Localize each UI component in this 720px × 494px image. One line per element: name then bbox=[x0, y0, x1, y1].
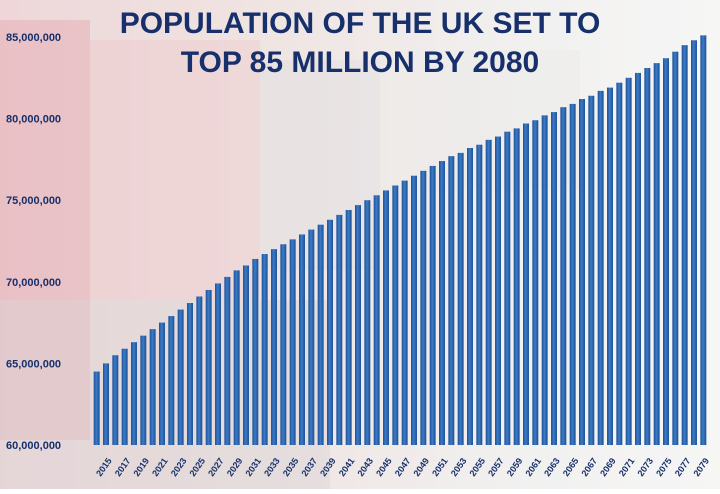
bar-2039 bbox=[317, 224, 324, 445]
bar-2040 bbox=[327, 219, 333, 445]
bar-2079 bbox=[691, 40, 697, 445]
bar-2032 bbox=[252, 258, 259, 445]
bar-2074 bbox=[644, 68, 651, 445]
bar-2045 bbox=[373, 195, 380, 445]
bar-2038 bbox=[308, 229, 315, 445]
bar-2030 bbox=[233, 270, 240, 445]
bar-2059 bbox=[504, 131, 511, 445]
bar-2034 bbox=[271, 249, 277, 445]
bar-2020 bbox=[140, 335, 147, 445]
bar-2078 bbox=[681, 45, 688, 445]
y-tick-label: 75,000,000 bbox=[6, 195, 61, 207]
bar-2051 bbox=[429, 165, 436, 445]
bar-2026 bbox=[196, 296, 203, 445]
bar-2048 bbox=[401, 180, 408, 445]
bar-2052 bbox=[439, 161, 445, 445]
bar-2061 bbox=[523, 123, 529, 445]
bar-2064 bbox=[551, 112, 557, 445]
bar-2029 bbox=[224, 276, 231, 445]
bar-2073 bbox=[635, 72, 641, 446]
y-tick-label: 85,000,000 bbox=[6, 32, 61, 44]
bar-2041 bbox=[336, 214, 343, 445]
bar-2080 bbox=[700, 35, 707, 446]
bar-2022 bbox=[159, 322, 165, 445]
bar-2060 bbox=[513, 128, 520, 445]
bar-2015 bbox=[93, 371, 100, 445]
bar-2042 bbox=[345, 209, 352, 445]
bar-2055 bbox=[467, 147, 473, 446]
bar-2056 bbox=[476, 144, 483, 445]
bar-2070 bbox=[607, 87, 613, 445]
bar-2054 bbox=[457, 152, 464, 445]
bar-2021 bbox=[149, 329, 156, 445]
bar-2053 bbox=[448, 156, 455, 445]
bar-2033 bbox=[261, 254, 268, 445]
bar-2071 bbox=[616, 82, 623, 445]
bar-2076 bbox=[663, 58, 669, 445]
bars-group bbox=[93, 35, 707, 446]
y-tick-label: 70,000,000 bbox=[6, 277, 61, 289]
bar-2028 bbox=[215, 283, 221, 445]
bar-2047 bbox=[392, 185, 399, 445]
bar-2016 bbox=[103, 363, 109, 445]
bar-2024 bbox=[177, 309, 184, 445]
bar-2065 bbox=[560, 107, 567, 446]
bar-2075 bbox=[653, 63, 660, 446]
y-tick-label: 80,000,000 bbox=[6, 114, 61, 126]
bar-2043 bbox=[355, 205, 361, 445]
bar-2069 bbox=[597, 90, 604, 446]
y-tick-label: 60,000,000 bbox=[6, 440, 61, 452]
bar-2063 bbox=[541, 115, 548, 445]
bar-2027 bbox=[205, 289, 212, 445]
bar-2037 bbox=[299, 234, 305, 445]
y-axis: 60,000,000 65,000,000 70,000,000 75,000,000… bbox=[6, 32, 61, 452]
bar-2018 bbox=[121, 348, 128, 445]
bar-2066 bbox=[569, 103, 576, 445]
bar-2068 bbox=[588, 95, 595, 445]
bar-2017 bbox=[112, 355, 119, 445]
bar-2049 bbox=[411, 175, 417, 445]
bar-2019 bbox=[131, 342, 137, 445]
bar-2067 bbox=[579, 99, 585, 446]
bar-2031 bbox=[243, 265, 249, 445]
bar-2044 bbox=[364, 200, 371, 445]
bar-2046 bbox=[383, 190, 389, 445]
y-tick-label: 65,000,000 bbox=[6, 358, 61, 370]
bar-2023 bbox=[168, 316, 175, 445]
bar-2072 bbox=[625, 77, 632, 446]
chart-title: POPULATION OF THE UK SET TO TOP 85 MILLI… bbox=[120, 7, 601, 79]
bar-2050 bbox=[420, 170, 427, 445]
bar-2025 bbox=[187, 303, 193, 445]
bar-2057 bbox=[485, 139, 492, 445]
bar-2077 bbox=[672, 51, 679, 445]
chart-title-line-2: TOP 85 MILLION BY 2080 bbox=[181, 46, 539, 79]
chart-title-line-1: POPULATION OF THE UK SET TO bbox=[120, 7, 601, 40]
bar-2035 bbox=[280, 244, 287, 445]
bar-2036 bbox=[289, 239, 296, 445]
bar-2062 bbox=[532, 120, 539, 445]
bar-2058 bbox=[495, 136, 501, 446]
